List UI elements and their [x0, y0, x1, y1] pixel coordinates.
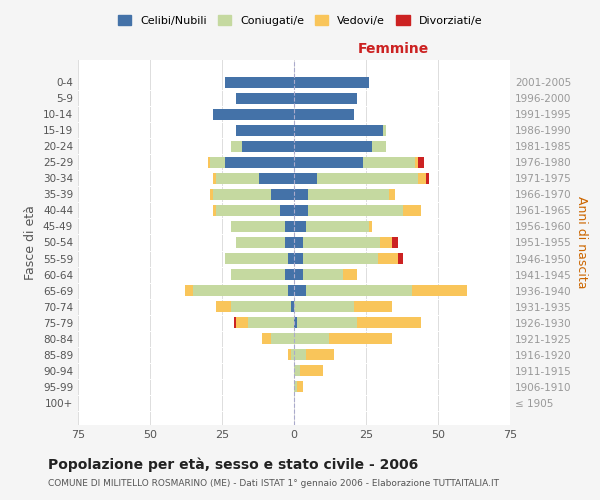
Bar — [230, 140, 242, 152]
Text: COMUNE DI MILITELLO ROSMARINO (ME) - Dati ISTAT 1° gennaio 2006 - Elaborazione T: COMUNE DI MILITELLO ROSMARINO (ME) - Dat… — [48, 479, 499, 488]
Bar — [294, 140, 372, 152]
Bar — [355, 301, 392, 312]
Bar — [317, 173, 418, 184]
Bar — [294, 76, 369, 88]
Bar — [308, 205, 403, 216]
Bar — [294, 108, 355, 120]
Bar — [294, 156, 363, 168]
Bar — [418, 156, 424, 168]
Bar — [343, 269, 358, 280]
Bar — [305, 221, 369, 232]
Bar — [233, 317, 236, 328]
Bar — [302, 269, 343, 280]
Bar — [236, 124, 294, 136]
Bar — [286, 221, 294, 232]
Bar — [208, 156, 211, 168]
Bar — [271, 189, 294, 200]
Bar — [302, 253, 377, 264]
Bar — [271, 333, 294, 344]
Bar — [305, 349, 334, 360]
Bar — [259, 173, 294, 184]
Bar — [216, 205, 280, 216]
Bar — [294, 253, 302, 264]
Bar — [380, 237, 392, 248]
Bar — [392, 237, 398, 248]
Bar — [288, 349, 291, 360]
Bar — [294, 173, 317, 184]
Bar — [280, 205, 294, 216]
Bar — [412, 285, 467, 296]
Bar — [291, 349, 294, 360]
Legend: Celibi/Nubili, Coniugati/e, Vedovi/e, Divorziati/e: Celibi/Nubili, Coniugati/e, Vedovi/e, Di… — [113, 10, 487, 30]
Bar — [185, 285, 193, 296]
Bar — [415, 156, 418, 168]
Bar — [286, 237, 294, 248]
Bar — [216, 173, 259, 184]
Y-axis label: Anni di nascita: Anni di nascita — [575, 196, 588, 289]
Bar — [230, 301, 291, 312]
Bar — [369, 221, 372, 232]
Bar — [242, 140, 294, 152]
Bar — [300, 365, 323, 376]
Bar — [236, 237, 286, 248]
Bar — [294, 285, 305, 296]
Bar — [214, 173, 216, 184]
Bar — [305, 285, 412, 296]
Bar — [248, 317, 294, 328]
Bar — [363, 156, 415, 168]
Bar — [286, 269, 294, 280]
Text: Femmine: Femmine — [358, 42, 429, 56]
Bar — [214, 189, 271, 200]
Bar — [294, 205, 308, 216]
Bar — [294, 301, 355, 312]
Text: Popolazione per età, sesso e stato civile - 2006: Popolazione per età, sesso e stato civil… — [48, 458, 418, 472]
Bar — [297, 381, 302, 392]
Y-axis label: Fasce di età: Fasce di età — [25, 205, 37, 280]
Bar — [427, 173, 430, 184]
Bar — [372, 140, 386, 152]
Bar — [288, 253, 294, 264]
Bar — [389, 189, 395, 200]
Bar — [377, 253, 398, 264]
Bar — [236, 317, 248, 328]
Bar — [294, 349, 305, 360]
Bar — [236, 92, 294, 104]
Bar — [294, 189, 308, 200]
Bar — [418, 173, 427, 184]
Bar — [383, 124, 386, 136]
Bar — [294, 381, 297, 392]
Bar — [297, 317, 358, 328]
Bar — [225, 76, 294, 88]
Bar — [193, 285, 288, 296]
Bar — [308, 189, 389, 200]
Bar — [262, 333, 271, 344]
Bar — [294, 237, 302, 248]
Bar — [294, 221, 305, 232]
Bar — [398, 253, 403, 264]
Bar — [294, 269, 302, 280]
Bar — [225, 253, 288, 264]
Bar — [230, 221, 286, 232]
Bar — [291, 301, 294, 312]
Bar — [302, 237, 380, 248]
Bar — [403, 205, 421, 216]
Bar — [288, 285, 294, 296]
Bar — [294, 365, 300, 376]
Bar — [294, 92, 358, 104]
Bar — [294, 124, 383, 136]
Bar — [211, 156, 225, 168]
Bar — [294, 317, 297, 328]
Bar — [358, 317, 421, 328]
Bar — [294, 333, 329, 344]
Bar — [329, 333, 392, 344]
Bar — [225, 156, 294, 168]
Bar — [214, 108, 294, 120]
Bar — [214, 205, 216, 216]
Bar — [230, 269, 286, 280]
Bar — [216, 301, 230, 312]
Bar — [211, 189, 214, 200]
